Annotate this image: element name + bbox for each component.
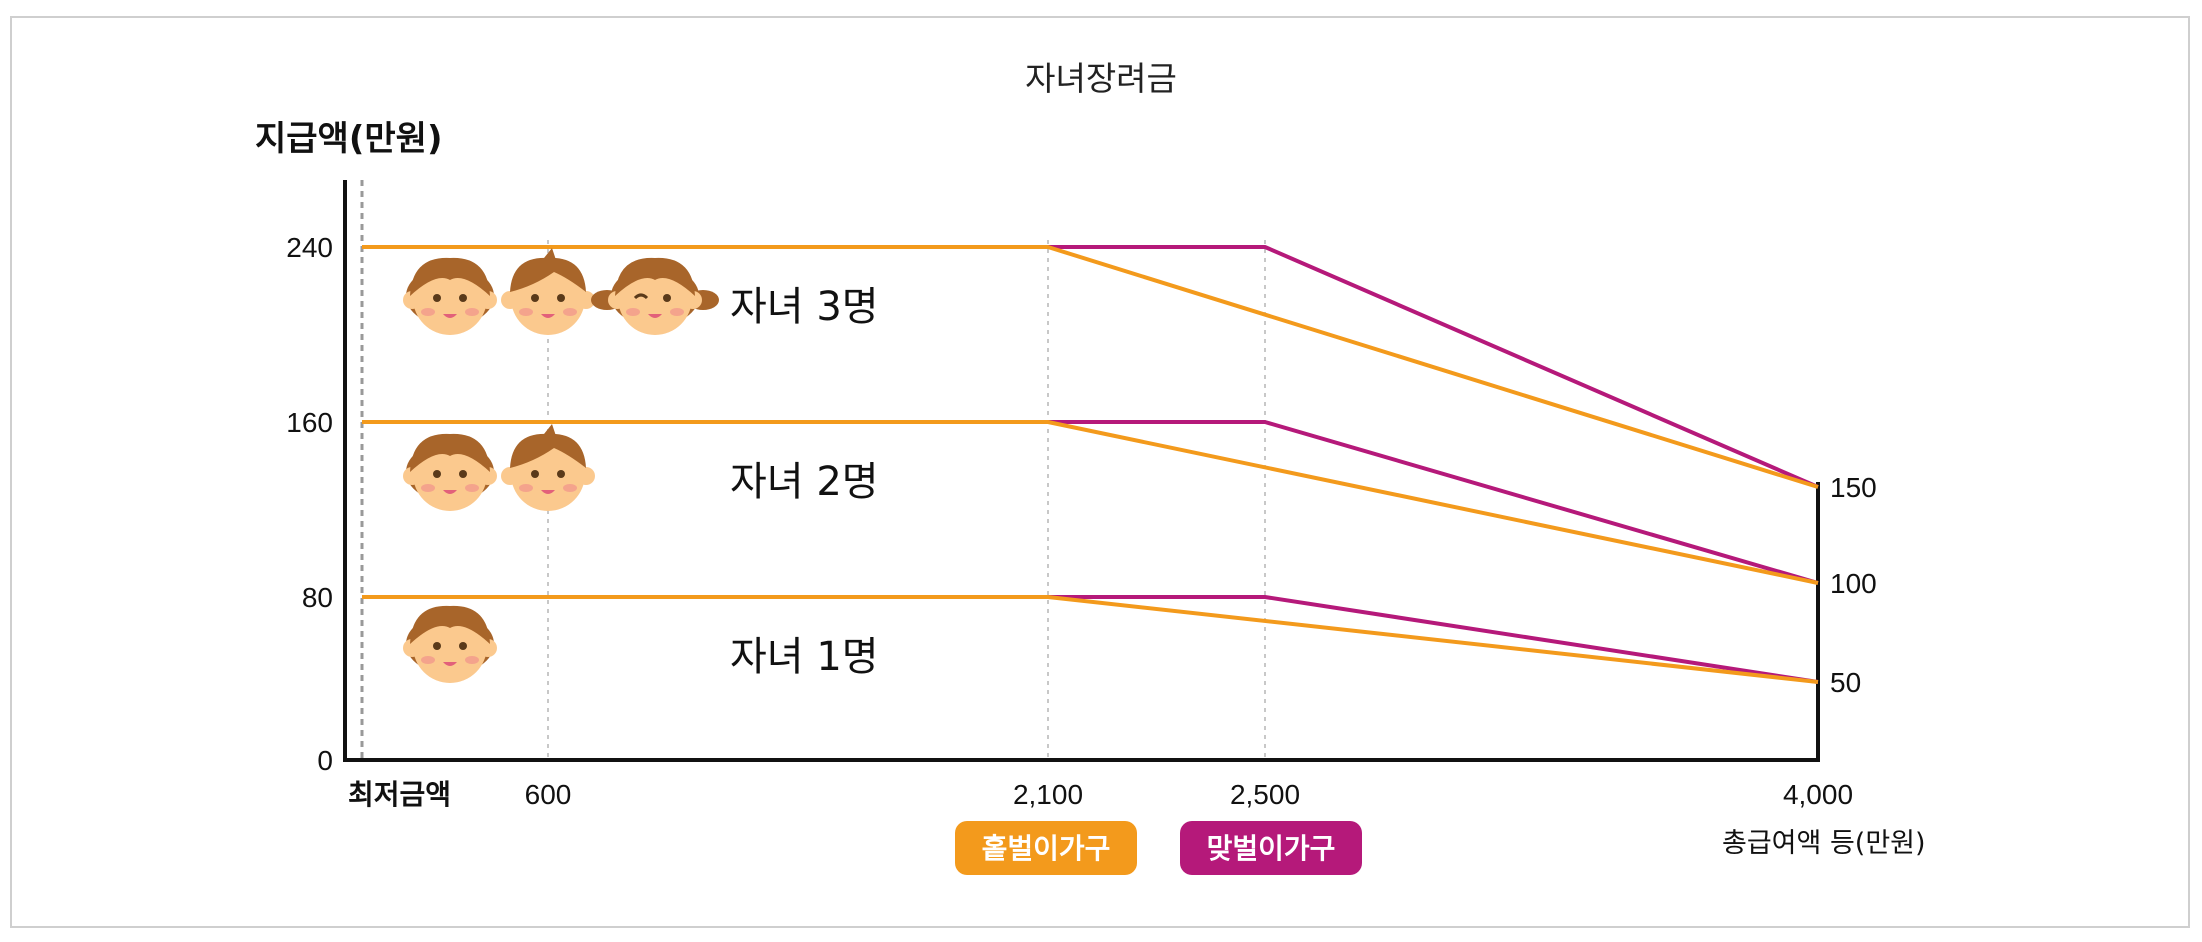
- line-single-1: [362, 595, 1819, 684]
- group-label-3: 자녀 3명: [730, 284, 879, 330]
- legend-badge-single: [955, 821, 1137, 875]
- y-tick-label: 80: [302, 582, 333, 613]
- right-tick-label: 50: [1830, 667, 1861, 698]
- y-tick-label: 160: [286, 407, 333, 438]
- y-axis-title: 지급액(만원): [255, 119, 442, 159]
- chart-frame: [10, 16, 2190, 928]
- x-tick-label: 2,100: [1013, 779, 1083, 810]
- line-single-2: [362, 420, 1819, 585]
- legend-label: 맞벌이가구: [1207, 832, 1336, 865]
- group-label-2: 자녀 2명: [730, 459, 879, 505]
- child-face-icon: [591, 257, 719, 335]
- group-label-1: 자녀 1명: [730, 634, 879, 680]
- child-face-icon: [403, 605, 497, 683]
- right-tick-label: 100: [1830, 568, 1877, 599]
- y-tick-label: 0: [317, 745, 333, 776]
- child-face-icon: [403, 433, 497, 511]
- right-tick-label: 150: [1830, 472, 1877, 503]
- child-face-icon: [403, 257, 497, 335]
- x-axis-title: 총급여액 등(만원): [1722, 828, 1926, 859]
- child-face-icon: [501, 424, 595, 511]
- legend-label: 홑벌이가구: [982, 832, 1111, 865]
- x-tick-label: 4,000: [1783, 779, 1853, 810]
- x-tick-label: 600: [525, 779, 572, 810]
- x-tick-label: 2,500: [1230, 779, 1300, 810]
- line-single-3: [362, 245, 1819, 489]
- x-tick-label: 최저금액: [348, 778, 451, 811]
- child-face-icon: [501, 248, 595, 335]
- legend-badge-dual: [1180, 821, 1362, 875]
- chart-title: 자녀장려금: [1025, 59, 1177, 98]
- y-tick-label: 240: [286, 232, 333, 263]
